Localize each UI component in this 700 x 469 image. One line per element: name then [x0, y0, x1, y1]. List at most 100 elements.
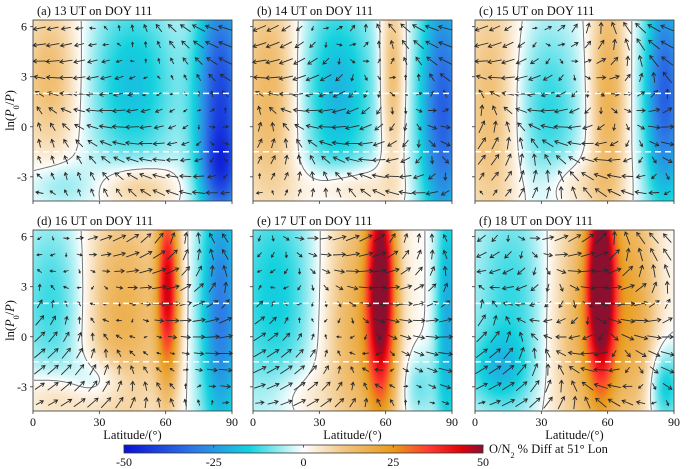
wind-vector: [358, 268, 374, 274]
wind-vector: [504, 170, 512, 182]
wind-vector: [570, 317, 579, 325]
wind-vector: [156, 351, 162, 355]
wind-vector: [516, 363, 527, 376]
wind-vector: [624, 73, 631, 82]
wind-vector: [169, 382, 175, 390]
wind-vector: [115, 396, 124, 409]
wind-vector: [269, 316, 277, 325]
wind-vector: [540, 123, 555, 129]
wind-vector: [372, 251, 387, 258]
wind-vector: [196, 399, 201, 406]
wind-vector: [45, 74, 60, 80]
wind-vector: [296, 252, 303, 258]
wind-vector: [178, 189, 192, 195]
wind-vector: [152, 189, 165, 196]
wind-vector: [205, 40, 219, 49]
wind-vector: [625, 55, 631, 67]
wind-vector: [336, 381, 343, 391]
wind-vector: [318, 108, 333, 114]
wind-vector: [311, 333, 315, 340]
y-tick-label: 3: [21, 70, 27, 84]
wind-vector: [270, 121, 276, 132]
wind-vector: [183, 108, 188, 113]
wind-vector: [571, 59, 579, 64]
wind-vector: [665, 173, 670, 181]
wind-vector: [361, 367, 370, 372]
wind-vector: [390, 107, 395, 115]
wind-vector: [142, 351, 149, 356]
wind-vector: [402, 249, 410, 260]
wind-vector: [271, 235, 275, 242]
wind-vector: [389, 233, 396, 243]
wind-vector: [518, 187, 525, 198]
wind-vector: [209, 264, 215, 277]
wind-vector: [504, 25, 512, 31]
wind-vector: [323, 187, 329, 198]
wind-vector: [558, 364, 565, 375]
wind-vector: [440, 124, 451, 130]
wind-vector: [125, 251, 140, 258]
wind-vector: [337, 365, 342, 374]
wind-vector: [542, 318, 553, 324]
wind-vector: [489, 399, 501, 406]
wind-vector: [169, 231, 176, 244]
wind-vector: [253, 366, 267, 374]
wind-vector: [195, 141, 202, 146]
wind-vector: [252, 74, 266, 80]
wind-vector: [322, 57, 330, 65]
wind-vector: [620, 189, 634, 196]
wind-vector: [47, 399, 59, 406]
wind-vector: [403, 123, 408, 132]
wind-vector: [389, 91, 396, 97]
wind-vector: [661, 124, 675, 130]
wind-vector: [398, 189, 413, 195]
wind-vector: [165, 318, 180, 324]
wind-vector: [372, 141, 385, 147]
wind-vector: [195, 265, 203, 277]
wind-vector: [323, 26, 330, 30]
wind-vector: [100, 234, 113, 241]
wind-vector: [635, 174, 646, 180]
wind-vector: [279, 41, 293, 49]
wind-vector: [359, 234, 373, 242]
wind-vector: [115, 318, 122, 323]
wind-vector: [179, 317, 192, 323]
wind-vector: [515, 284, 527, 291]
wind-vector: [636, 38, 646, 51]
colorbar-tick-label: 25: [387, 455, 399, 469]
wind-vector: [321, 381, 331, 391]
wind-vector: [647, 335, 662, 341]
wind-vector: [78, 269, 81, 274]
wind-vector: [258, 172, 262, 179]
wind-vector: [267, 399, 279, 405]
wind-vector: [402, 367, 410, 372]
wind-vector: [332, 90, 346, 98]
wind-vector: [595, 317, 608, 325]
wind-vector: [103, 25, 109, 31]
wind-vector: [411, 24, 426, 33]
wind-vector: [544, 25, 553, 31]
wind-vector: [401, 39, 410, 50]
wind-vector: [99, 140, 112, 147]
wind-vector: [345, 251, 361, 257]
wind-vector: [543, 334, 553, 340]
wind-vector: [270, 251, 275, 259]
wind-vector: [152, 284, 167, 290]
wind-vector: [76, 347, 83, 359]
wind-vector: [489, 285, 500, 290]
wind-vector: [363, 41, 369, 48]
wind-vector: [183, 74, 188, 81]
wind-vector: [489, 90, 500, 97]
wind-vector: [390, 398, 395, 407]
wind-vector: [283, 236, 290, 241]
wind-vector: [336, 26, 343, 31]
wind-vector: [438, 57, 452, 65]
wind-vector: [100, 397, 112, 409]
wind-vector: [584, 40, 592, 49]
wind-vector: [293, 381, 306, 391]
wind-vector: [542, 235, 555, 241]
wind-vector: [129, 350, 136, 357]
wind-vector: [50, 138, 55, 148]
wind-vector: [280, 348, 292, 358]
wind-vector: [192, 317, 206, 323]
